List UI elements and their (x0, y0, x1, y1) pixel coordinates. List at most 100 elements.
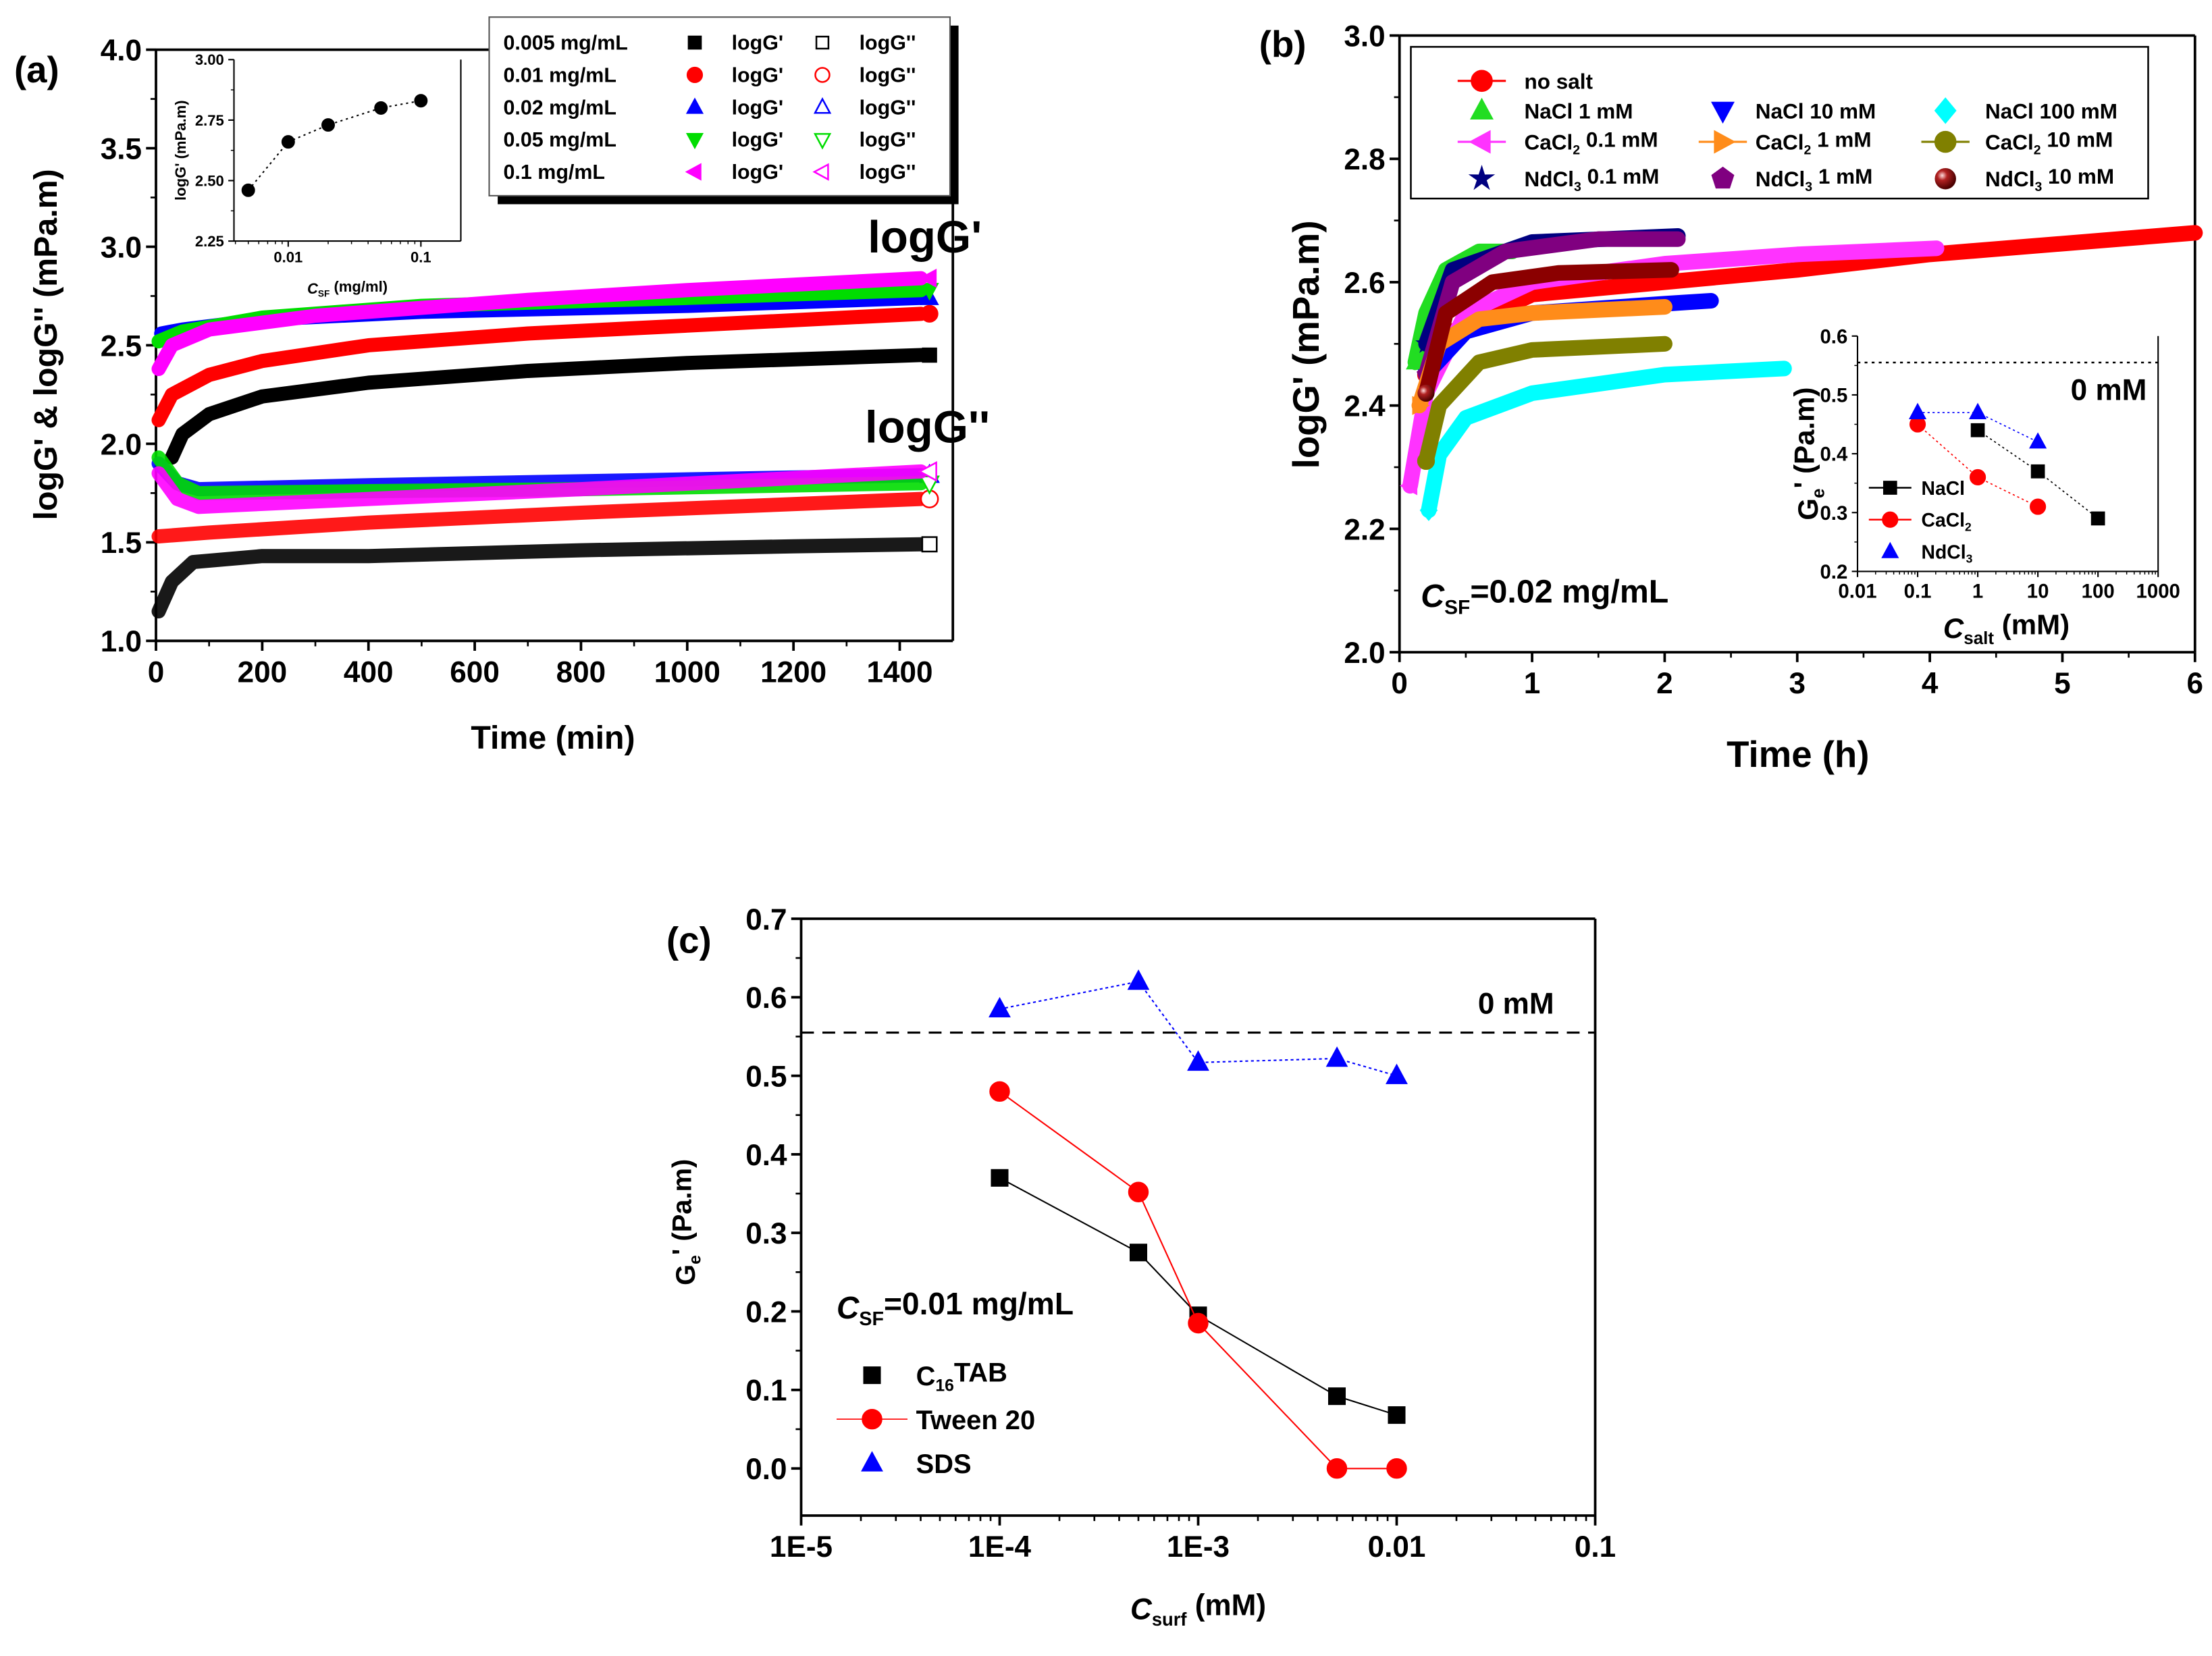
x-tick-label: 400 (344, 656, 394, 689)
y-tick-label: 2.5 (101, 329, 142, 363)
y-tick-label: 2.0 (1344, 637, 1385, 670)
panel-c: 1E-5 1E-4 1E-3 0.01 0.1 0.0 0.1 0.2 0.3 0.4 0.5 0.6… (666, 903, 1616, 1630)
legend-label-base: CaCl (1525, 130, 1573, 155)
legend-logG1-label: logG' (732, 128, 784, 151)
legend-label: CaCl2 1 mM (1756, 127, 1872, 157)
legend-marker (1882, 511, 1899, 528)
legend-label-rest: 1 mM (1811, 127, 1871, 151)
inset-legend-label-sub: 2 (1965, 520, 1972, 533)
inset-y-axis-title: logG' (mPa.m) (172, 100, 189, 201)
inset-y-axis-title: Ge' (Pa.m) (1789, 388, 1828, 520)
legend-label: 0.005 mg/mL (504, 32, 628, 55)
legend-marker (1934, 97, 1957, 124)
legend-logG2-label: logG'' (860, 161, 916, 184)
legend-label: 0.05 mg/mL (504, 128, 616, 151)
legend-marker (861, 1451, 883, 1472)
y-tick-label: 1.5 (101, 527, 142, 560)
legend-marker (1714, 130, 1736, 154)
legend-box (488, 16, 951, 196)
legend-label: NdCl3 1 mM (1756, 164, 1873, 194)
legend-label-base: Tween 20 (916, 1406, 1036, 1435)
series-2-point (1187, 1050, 1209, 1071)
annotation-csf-sub: SF (859, 1308, 884, 1330)
y-tick-label: 2.4 (1344, 390, 1386, 423)
legend-marker-open (814, 67, 831, 83)
series-3-line (1421, 360, 1792, 518)
y-tick-label: 2.50 (195, 172, 224, 189)
legend-marker (1882, 481, 1897, 495)
series-1-point (1326, 1458, 1348, 1479)
y-tick-label: 0.5 (1820, 385, 1847, 407)
panel-label: (a) (14, 49, 59, 90)
legend-item: 0.02 mg/mL logG' logG'' (504, 96, 916, 119)
inset-legend-item: CaCl2 (1868, 510, 1972, 533)
series-1-point (1386, 1458, 1407, 1479)
legend-label-base: NdCl (1525, 167, 1574, 191)
series-1-start-marker (1406, 352, 1425, 370)
series-2-point (1325, 1046, 1348, 1067)
y-tick-label: 3.0 (101, 231, 142, 264)
series-4-start-marker (1399, 476, 1418, 496)
inset-y-axis-title-base: G (1792, 498, 1824, 520)
series-3-start-marker (1419, 500, 1438, 521)
legend-label: NaCl 1 mM (1525, 99, 1633, 123)
inset-a: 0.01 0.1 2.25 2.50 2.75 3.00 CSF (mg/ml) logG' … (172, 51, 468, 299)
legend-marker-filled (685, 163, 702, 181)
legend-label-base: CaCl (1985, 130, 2034, 155)
legend-marker (1711, 166, 1735, 189)
inset-x-axis-title: Csalt (mM) (1943, 609, 2070, 649)
inset-legend-label-base: NdCl (1922, 542, 1966, 564)
y-tick-label: 3.0 (1344, 20, 1385, 53)
inset-point (321, 118, 335, 132)
legend-label-base: C (916, 1362, 936, 1391)
inset-y-axis-title-rest: ' (Pa.m) (1789, 388, 1820, 489)
legend-label-rest: TAB (954, 1358, 1007, 1387)
series-1-line (999, 1091, 1397, 1470)
y-tick-label: 0.5 (745, 1060, 787, 1093)
legend-label-base: NaCl 100 mM (1985, 99, 2117, 123)
y-tick-label: 3.5 (101, 132, 142, 165)
legend-label: NdCl3 0.1 mM (1525, 164, 1660, 194)
y-axis-title-base: G (671, 1264, 701, 1285)
legend-marker (862, 1408, 883, 1430)
series-0-logG2-end-marker (921, 536, 938, 553)
x-tick-label: 0.01 (1368, 1530, 1426, 1564)
x-tick-label: 200 (238, 656, 288, 689)
inset-series-1-point (2030, 498, 2047, 515)
legend-label-base: NaCl 10 mM (1756, 99, 1876, 123)
inset-x-axis-title-rest: (mM) (1994, 609, 2070, 641)
inset-y-axis-title-sub: e (1808, 489, 1828, 498)
inset-legend-label: NdCl3 (1922, 542, 1973, 566)
x-tick-label: 800 (556, 656, 606, 689)
legend-marker (1471, 70, 1493, 92)
legend-label-rest: 0.1 mM (1581, 164, 1659, 188)
annotation-logG1: logG' (868, 212, 982, 263)
inset-x-axis-title-base: C (1943, 612, 1964, 644)
legend-marker (1468, 165, 1496, 190)
series-0-point (991, 1169, 1009, 1187)
legend-label-base: NdCl (1985, 167, 2034, 191)
series-0-logG1-end-marker (922, 347, 937, 363)
y-tick-label: 0.1 (745, 1374, 787, 1408)
x-tick-label: 2 (1656, 667, 1673, 700)
legend-label-rest: 10 mM (2042, 164, 2114, 188)
series-4-logG2-end-marker (918, 461, 937, 482)
legend-logG1-label: logG' (732, 32, 784, 55)
legend-item: 0.01 mg/mL logG' logG'' (504, 63, 916, 86)
y-tick-label: 0.4 (1820, 444, 1847, 466)
legend-logG2-label: logG'' (860, 32, 916, 55)
x-axis-title: Csurf (mM) (1130, 1588, 1266, 1629)
y-tick-label: 2.6 (1344, 267, 1385, 300)
legend-label-sub: 3 (1574, 180, 1581, 194)
x-axis-title-rest: (mM) (1186, 1588, 1266, 1622)
legend-item: NdCl3 10 mM (1934, 164, 2114, 194)
legend-label-sub: 2 (1573, 142, 1580, 157)
series-4-logG1-line (151, 271, 928, 377)
x-tick-label: 100 (2082, 581, 2115, 603)
x-tick-label: 1 (1524, 667, 1541, 700)
legend-item: 0.005 mg/mL logG' logG'' (504, 32, 916, 55)
x-tick-label: 1000 (2136, 581, 2180, 603)
y-tick-label: 0.2 (1820, 561, 1847, 583)
y-axis-title-sub: e (687, 1255, 705, 1264)
